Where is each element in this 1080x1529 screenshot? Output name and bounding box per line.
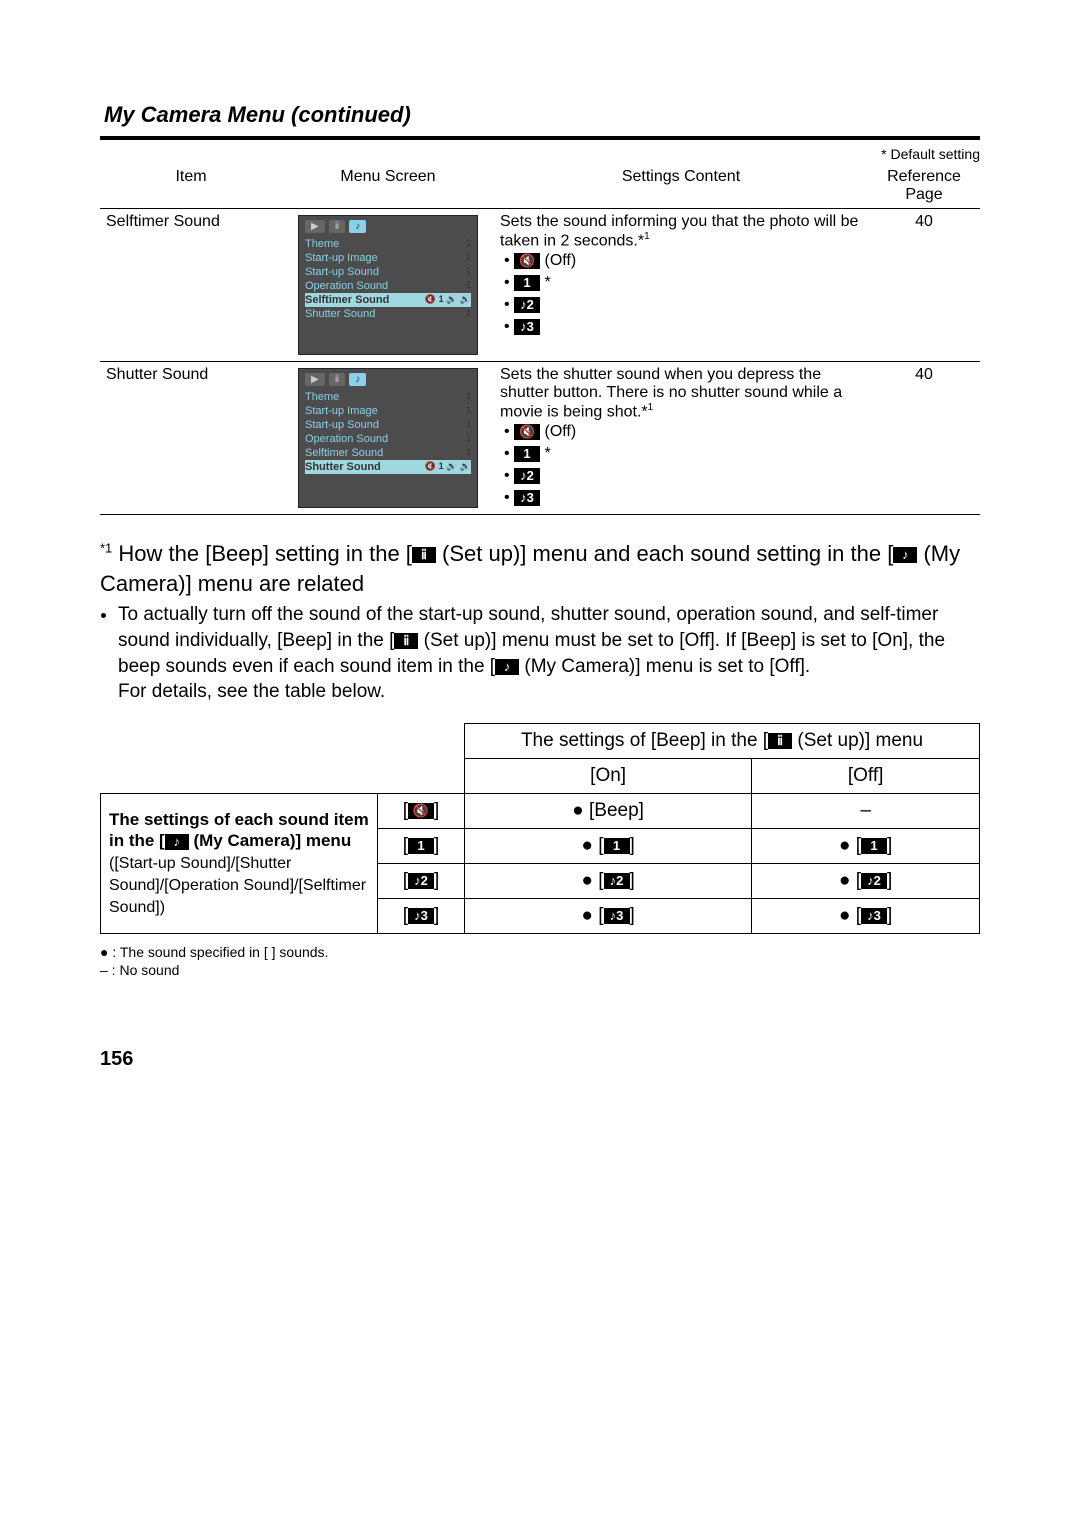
col-item: Item [100,164,282,209]
col-ref: Reference Page [868,164,980,209]
beep-cell: [♪3] [752,898,980,933]
beep-row-icon: [1] [378,828,465,863]
body-paragraph: To actually turn off the sound of the st… [100,602,980,705]
beep-cell: [Beep] [465,793,752,828]
beep-left-label: The settings of each sound item in the [… [101,793,378,933]
setup-icon: ⅱ [412,547,436,563]
reference-page-cell: 40 [868,209,980,362]
beep-header: The settings of [Beep] in the [ⅱ (Set up… [465,723,980,758]
col-screen: Menu Screen [282,164,494,209]
beep-row-icon: [♪2] [378,863,465,898]
beep-row-icon: [🔇] [378,793,465,828]
beep-table: The settings of [Beep] in the [ⅱ (Set up… [100,723,980,934]
beep-cell: [♪3] [465,898,752,933]
beep-on-header: [On] [465,758,752,793]
col-content: Settings Content [494,164,868,209]
page-number: 156 [100,1048,980,1071]
beep-row-icon: [♪3] [378,898,465,933]
section-heading: My Camera Menu (continued) [100,96,980,140]
footnotes: ● : The sound specified in [ ] sounds. –… [100,944,980,978]
beep-off-header: [Off] [752,758,980,793]
default-note: * Default setting [100,146,980,162]
settings-content-cell: Sets the sound informing you that the ph… [494,209,868,362]
setup-icon: ⅱ [394,633,418,649]
menu-screen-cell: ▶ⅱ♪Theme1Start-up Image1Start-up Sound1O… [282,362,494,515]
settings-content-cell: Sets the shutter sound when you depress … [494,362,868,515]
subsection-title: *1 How the [Beep] setting in the [ⅱ (Set… [100,539,980,598]
mycamera-icon: ♪ [893,547,917,563]
mycamera-icon: ♪ [495,659,519,675]
menu-screen-cell: ▶ⅱ♪Theme1Start-up Image1Start-up Sound1O… [282,209,494,362]
reference-page-cell: 40 [868,362,980,515]
table-row-item: Shutter Sound [100,362,282,515]
setup-icon: ⅱ [768,733,792,749]
menu-table: Item Menu Screen Settings Content Refere… [100,164,980,515]
table-row-item: Selftimer Sound [100,209,282,362]
beep-cell: [1] [465,828,752,863]
beep-cell: [♪2] [752,863,980,898]
mycamera-icon: ♪ [165,834,189,850]
beep-cell: [♪2] [465,863,752,898]
beep-cell: – [752,793,980,828]
beep-cell: [1] [752,828,980,863]
